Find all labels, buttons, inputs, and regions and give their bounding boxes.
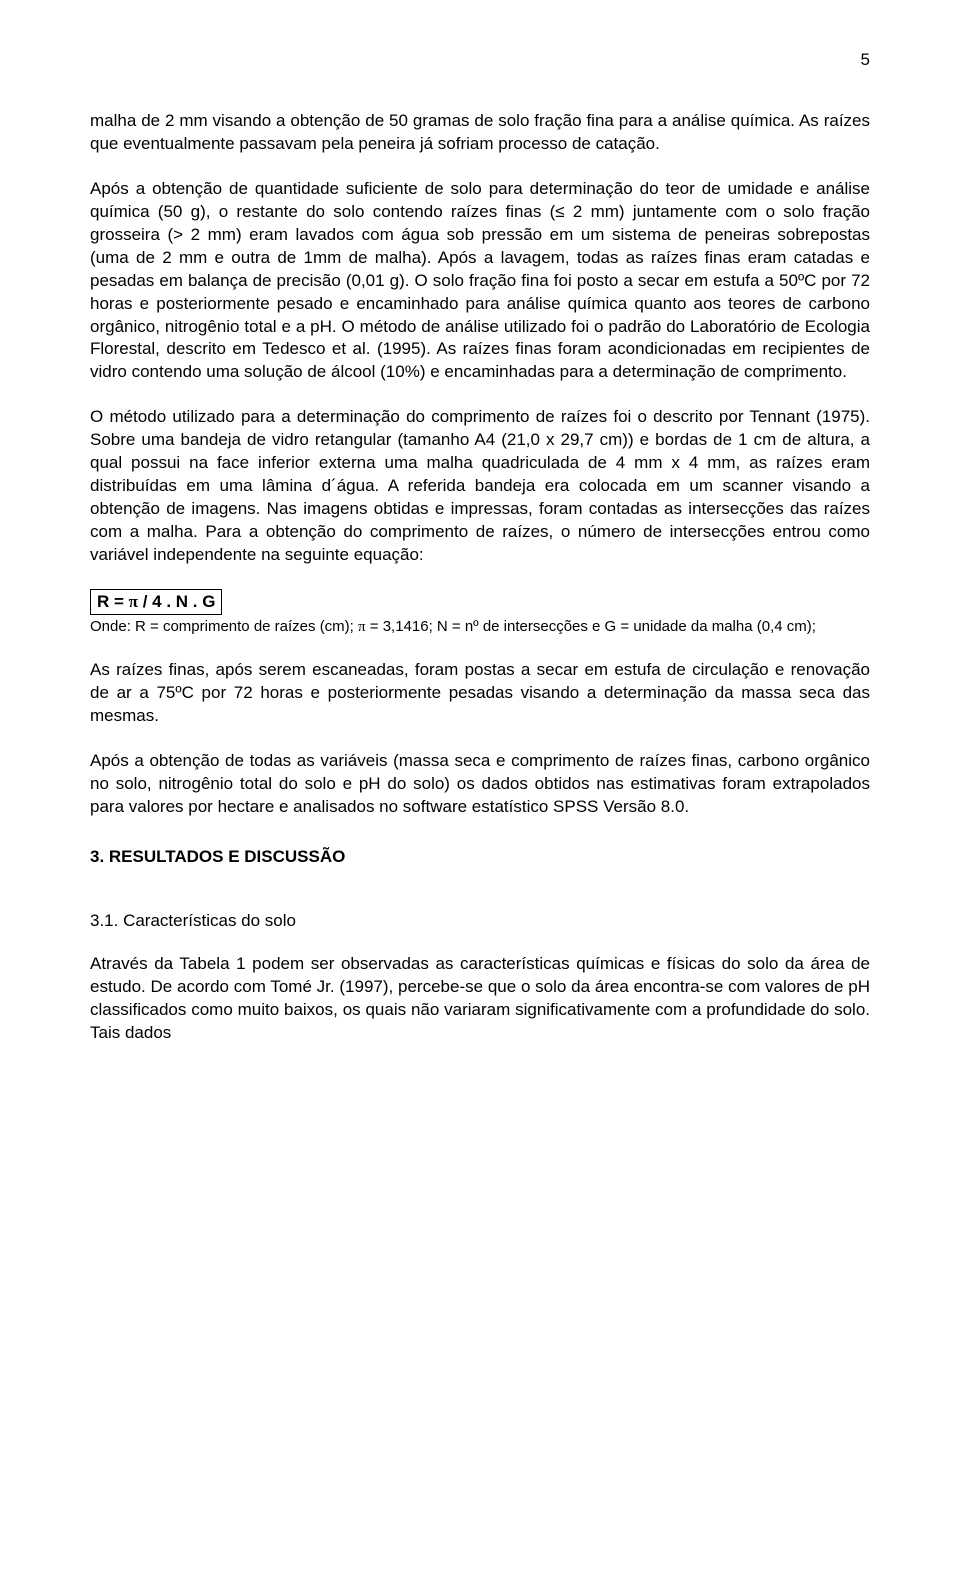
page-number: 5 xyxy=(90,50,870,70)
paragraph-2: Após a obtenção de quantidade suficiente… xyxy=(90,178,870,384)
paragraph-3: O método utilizado para a determinação d… xyxy=(90,406,870,567)
equation-pi: π xyxy=(129,592,138,611)
paragraph-5: Após a obtenção de todas as variáveis (m… xyxy=(90,750,870,819)
note-prefix: Onde: R = comprimento de raízes (cm); xyxy=(90,618,358,635)
equation-note: Onde: R = comprimento de raízes (cm); π … xyxy=(90,617,870,638)
note-pi: π xyxy=(358,619,366,635)
equation-suffix: / 4 . N . G xyxy=(138,592,215,611)
paragraph-6: Através da Tabela 1 podem ser observadas… xyxy=(90,953,870,1045)
equation-prefix: R = xyxy=(97,592,129,611)
note-suffix: = 3,1416; N = nº de intersecções e G = u… xyxy=(366,618,816,635)
equation-block: R = π / 4 . N . G Onde: R = comprimento … xyxy=(90,589,870,638)
paragraph-4: As raízes finas, após serem escaneadas, … xyxy=(90,659,870,728)
paragraph-1: malha de 2 mm visando a obtenção de 50 g… xyxy=(90,110,870,156)
subsection-heading: 3.1. Características do solo xyxy=(90,911,870,931)
equation-formula: R = π / 4 . N . G xyxy=(90,589,222,615)
section-heading: 3. RESULTADOS E DISCUSSÃO xyxy=(90,847,870,867)
